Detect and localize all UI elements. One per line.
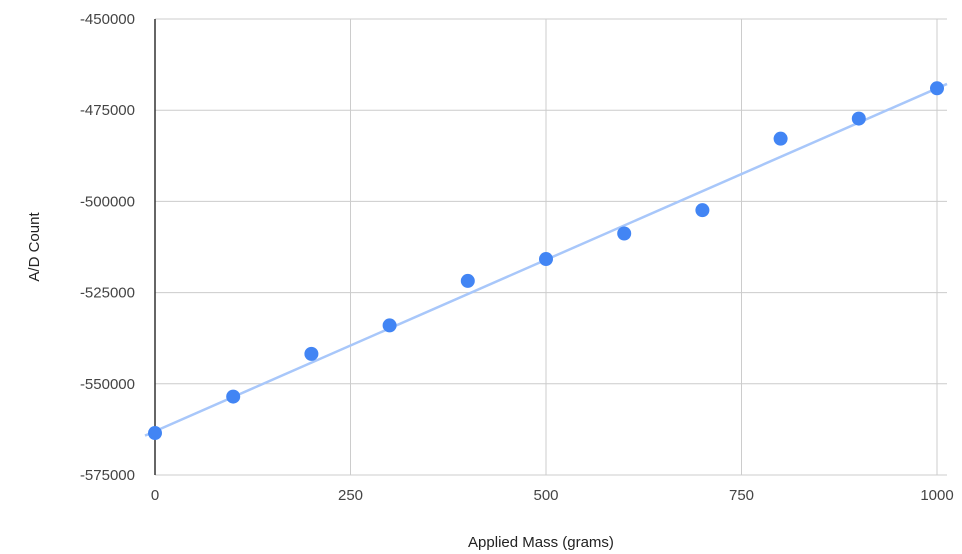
x-tick-label: 1000 bbox=[920, 487, 953, 504]
x-tick-label: 500 bbox=[533, 487, 558, 504]
x-tick-label: 750 bbox=[729, 487, 754, 504]
y-tick-label: -575000 bbox=[80, 467, 135, 484]
y-tick-labels: -450000 -475000 -500000 -525000 -550000 -5750… bbox=[80, 11, 135, 484]
x-tick-labels: 0 250 500 750 1000 bbox=[151, 487, 954, 504]
data-point bbox=[382, 318, 397, 333]
data-point bbox=[539, 252, 553, 267]
y-tick-label: -450000 bbox=[80, 11, 135, 28]
y-tick-label: -550000 bbox=[80, 376, 135, 393]
y-tick-label: -525000 bbox=[80, 285, 135, 302]
x-tick-label: 250 bbox=[338, 487, 363, 504]
y-axis-title: A/D Count bbox=[26, 212, 43, 282]
data-points bbox=[148, 81, 944, 441]
data-point bbox=[851, 111, 866, 126]
grid-lines bbox=[155, 18, 947, 476]
data-point bbox=[617, 226, 632, 241]
data-point bbox=[773, 131, 788, 146]
x-tick-label: 0 bbox=[151, 487, 159, 504]
data-point bbox=[460, 273, 475, 288]
data-point bbox=[695, 203, 710, 218]
data-point bbox=[304, 346, 319, 361]
data-point bbox=[226, 389, 241, 404]
x-axis-title: Applied Mass (grams) bbox=[468, 534, 614, 551]
data-point bbox=[930, 81, 944, 96]
data-point bbox=[148, 426, 162, 441]
y-tick-label: -500000 bbox=[80, 193, 135, 210]
y-tick-label: -475000 bbox=[80, 102, 135, 119]
